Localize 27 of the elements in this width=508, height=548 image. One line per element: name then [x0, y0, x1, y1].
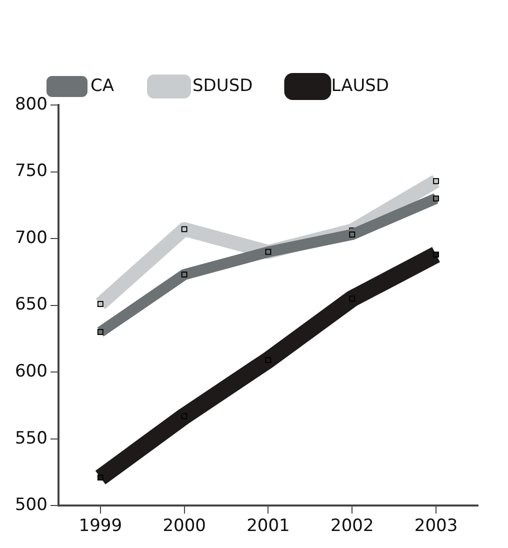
point	[433, 178, 440, 184]
point	[181, 413, 188, 420]
point	[265, 357, 272, 364]
point	[97, 300, 104, 307]
x-tick-label: 2003	[414, 516, 458, 536]
point	[181, 272, 188, 278]
point	[349, 296, 356, 302]
point	[433, 252, 440, 258]
y-tick-label: 550	[14, 428, 48, 448]
x-tick-label: 1999	[78, 516, 122, 536]
x-tick-label: 2000	[162, 516, 206, 536]
point	[97, 329, 104, 335]
y-tick-label: 650	[14, 294, 48, 315]
x-tick-label: 2001	[246, 516, 290, 536]
point	[181, 226, 188, 232]
point	[349, 232, 356, 238]
legend-label: SDUSD	[192, 76, 253, 96]
x-tick-label: 2002	[330, 516, 374, 536]
y-tick-label: 600	[14, 361, 48, 382]
legend-label: CA	[90, 76, 114, 96]
y-tick-label: 750	[14, 161, 48, 182]
point	[97, 474, 104, 481]
y-tick-label: 700	[14, 228, 48, 248]
point	[433, 196, 440, 202]
y-tick-label: 800	[14, 94, 48, 114]
y-tick-label: 500	[14, 495, 48, 516]
legend-label: LAUSD	[331, 76, 390, 96]
